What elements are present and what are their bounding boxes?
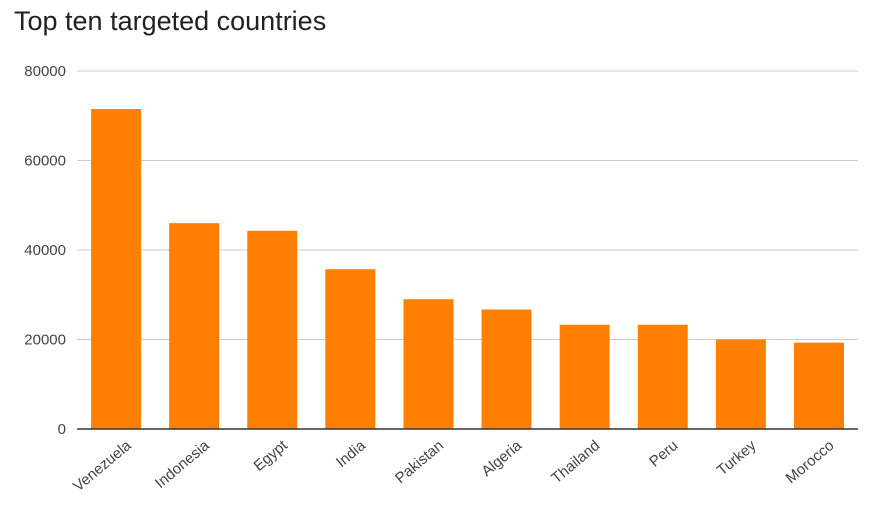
y-tick-label: 40000 [24, 242, 66, 259]
y-tick-label: 60000 [24, 153, 66, 170]
x-category-label: India [333, 437, 369, 471]
bar-thailand [559, 324, 610, 429]
chart-title: Top ten targeted countries [14, 6, 327, 36]
y-axis-tick-labels: 0 20000 40000 60000 80000 [24, 63, 66, 438]
bar-morocco [793, 342, 844, 429]
y-tick-label: 80000 [24, 63, 66, 80]
bar-peru [637, 324, 688, 429]
bar-pakistan [403, 299, 454, 429]
bars [91, 109, 844, 429]
y-tick-label: 20000 [24, 332, 66, 349]
x-category-label: Pakistan [392, 437, 447, 487]
x-category-label: Venezuela [70, 437, 135, 495]
y-tick-label: 0 [58, 421, 66, 438]
bar-indonesia [169, 223, 220, 429]
x-category-label: Morocco [783, 437, 838, 487]
x-category-label: Thailand [548, 437, 603, 487]
bar-india [325, 269, 376, 429]
x-category-label: Peru [646, 437, 681, 470]
bar-venezuela [91, 109, 142, 429]
x-category-label: Turkey [714, 437, 760, 479]
x-axis-category-labels: Venezuela Indonesia Egypt India Pakistan Alge… [70, 437, 838, 496]
bar-egypt [247, 230, 298, 429]
bar-turkey [715, 339, 766, 429]
x-category-label: Algeria [478, 437, 525, 480]
x-category-label: Indonesia [152, 437, 213, 492]
bar-algeria [481, 309, 532, 429]
x-category-label: Egypt [251, 437, 292, 475]
